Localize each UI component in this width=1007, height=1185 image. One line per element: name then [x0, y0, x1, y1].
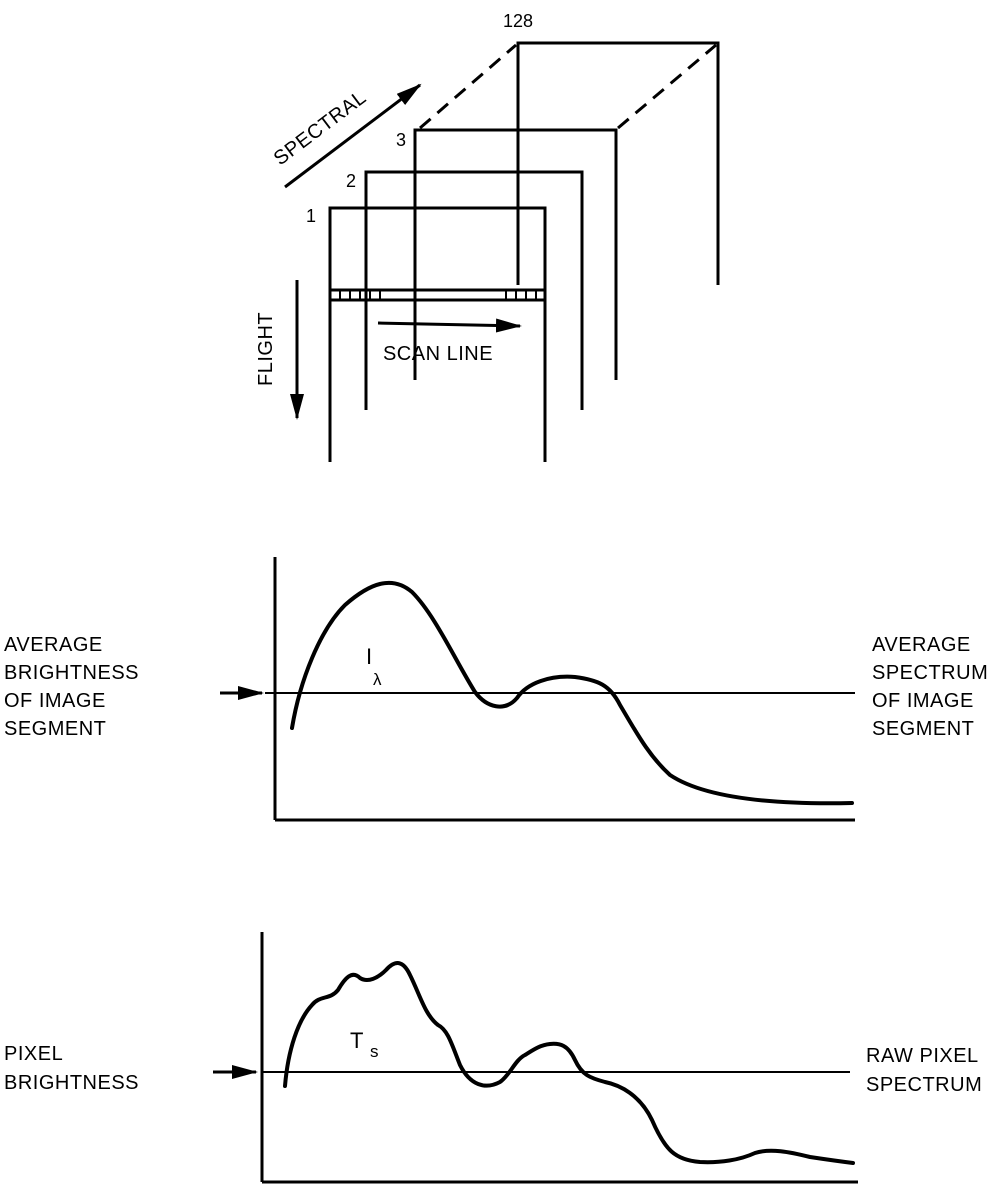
- spectral-label: SPECTRAL: [270, 86, 371, 170]
- raw-pixel-spectrum-curve: [283, 961, 855, 1165]
- scan-line-label: SCAN LINE: [383, 343, 493, 365]
- average-right-label-line-3: OF IMAGE: [872, 690, 974, 712]
- pixel-symbol: T: [350, 1028, 363, 1053]
- average-left-label-line-2: BRIGHTNESS: [4, 662, 139, 684]
- average-spectrum-panel: AVERAGE BRIGHTNESS OF IMAGE SEGMENT AVER…: [4, 557, 988, 822]
- pixel-spectrum-panel: PIXEL BRIGHTNESS RAW PIXEL SPECTRUM T s: [4, 932, 982, 1184]
- band-label-2: 2: [346, 171, 356, 191]
- perspective-dash-left: [419, 43, 517, 130]
- band-label-3: 3: [396, 130, 406, 150]
- pixel-right-label-line-2: SPECTRUM: [866, 1074, 982, 1096]
- scan-line-arrow: [377, 318, 522, 333]
- pixel-left-label-line-2: BRIGHTNESS: [4, 1072, 139, 1094]
- scan-strip-pixels: [339, 290, 537, 300]
- average-spectrum-curve: [290, 580, 854, 806]
- average-symbol-subscript: λ: [373, 670, 382, 689]
- average-left-label-line-4: SEGMENT: [4, 718, 106, 740]
- band-1-frame: [328, 206, 547, 462]
- flight-label: FLIGHT: [255, 312, 277, 386]
- band-3-frame: [413, 128, 618, 380]
- average-left-label-line-3: OF IMAGE: [4, 690, 106, 712]
- image-cube: 1 2 3 128 SPECTRAL FLIGHT SCAN LINE: [255, 11, 720, 462]
- pixel-symbol-subscript: s: [370, 1042, 379, 1061]
- pixel-left-label-line-1: PIXEL: [4, 1043, 63, 1065]
- average-right-label-line-2: SPECTRUM: [872, 662, 988, 684]
- band-label-128: 128: [503, 11, 533, 31]
- average-right-label-line-4: SEGMENT: [872, 718, 974, 740]
- average-right-label-line-1: AVERAGE: [872, 634, 971, 656]
- average-symbol: I: [366, 644, 372, 669]
- average-left-label-line-1: AVERAGE: [4, 634, 103, 656]
- band-128-frame: [516, 41, 720, 285]
- perspective-dash-right: [617, 43, 717, 130]
- pixel-right-label-line-1: RAW PIXEL: [866, 1045, 979, 1067]
- spectral-arrow: [284, 83, 422, 189]
- band-label-1: 1: [306, 206, 316, 226]
